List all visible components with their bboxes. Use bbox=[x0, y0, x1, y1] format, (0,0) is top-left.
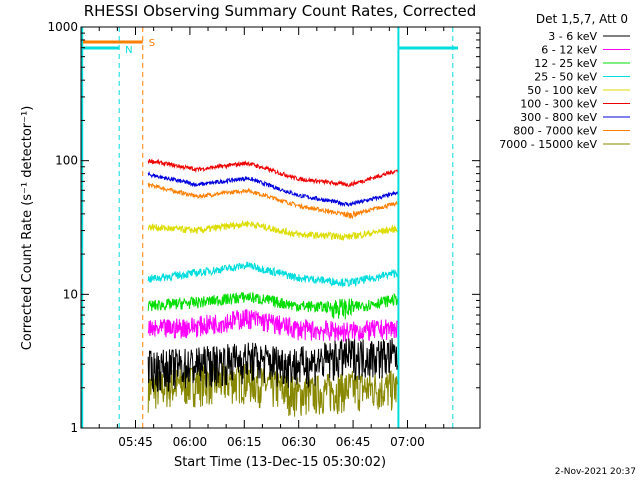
legend-title: Det 1,5,7, Att 0 bbox=[536, 12, 628, 26]
legend-label: 3 - 6 keV bbox=[548, 30, 597, 43]
series-line-100-300-kev bbox=[147, 158, 398, 188]
x-tick-label: 06:15 bbox=[227, 435, 262, 449]
series-line-300-800-kev bbox=[147, 170, 398, 207]
legend-label: 100 - 300 keV bbox=[520, 98, 597, 111]
x-tick-label: 06:00 bbox=[173, 435, 208, 449]
series-line-12-25-kev bbox=[147, 292, 398, 320]
chart-title: RHESSI Observing Summary Count Rates, Co… bbox=[84, 2, 477, 20]
annotation-label-s: S bbox=[149, 38, 155, 49]
legend-label: 300 - 800 keV bbox=[520, 111, 597, 124]
legend-label: 6 - 12 keV bbox=[541, 44, 597, 57]
legend-label: 12 - 25 keV bbox=[534, 57, 597, 70]
legend-label: 25 - 50 keV bbox=[534, 71, 597, 84]
x-axis-label: Start Time (13-Dec-15 05:30:02) bbox=[174, 455, 386, 470]
legend-label: 800 - 7000 keV bbox=[513, 125, 597, 138]
series-line-800-7000-kev bbox=[147, 182, 398, 220]
x-tick-label: 05:45 bbox=[118, 435, 153, 449]
y-tick-label: 10 bbox=[63, 287, 78, 301]
legend-label: 7000 - 15000 keV bbox=[499, 138, 597, 151]
series-line-50-100-kev bbox=[147, 220, 398, 241]
annotation-label-n: N bbox=[125, 45, 132, 56]
series-line-3-6-kev bbox=[147, 338, 398, 393]
series-line-6-12-kev bbox=[147, 308, 398, 342]
x-tick-label: 06:30 bbox=[281, 435, 316, 449]
axes-layer: 1 10 100 1000 05:45 06:00 06:15 06:30 06:45 07:00 bbox=[47, 20, 480, 449]
annotations-layer: SN bbox=[81, 27, 458, 428]
x-tick-label: 07:00 bbox=[390, 435, 425, 449]
y-axis-label: Corrected Count Rate (s⁻¹ detector⁻¹) bbox=[20, 106, 35, 351]
legend-label: 50 - 100 keV bbox=[527, 84, 597, 97]
footer-timestamp: 2-Nov-2021 20:37 bbox=[555, 467, 636, 477]
x-tick-label: 06:45 bbox=[336, 435, 371, 449]
series-line-25-50-kev bbox=[147, 261, 398, 289]
y-tick-label: 1000 bbox=[47, 20, 78, 34]
y-tick-label: 100 bbox=[55, 154, 78, 168]
y-tick-label: 1 bbox=[70, 421, 78, 435]
series-layer bbox=[147, 158, 398, 417]
